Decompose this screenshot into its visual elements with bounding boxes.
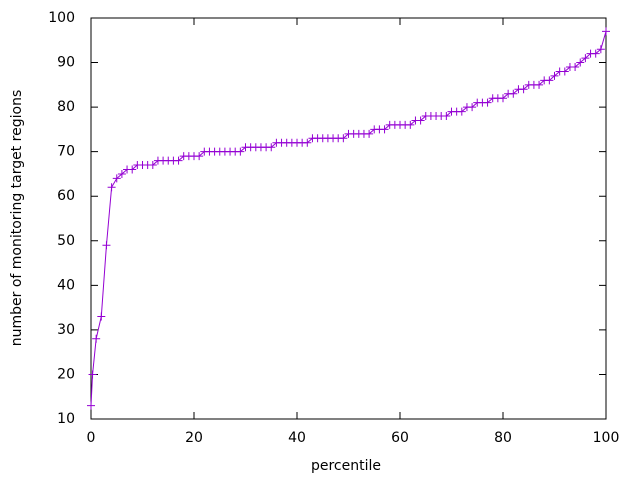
point <box>596 45 605 54</box>
point <box>602 27 610 36</box>
y-tick-label: 20 <box>57 366 75 382</box>
y-tick-label: 50 <box>57 233 75 249</box>
point <box>236 147 245 156</box>
y-tick-label: 30 <box>57 322 75 338</box>
point <box>88 370 97 379</box>
x-tick-label: 60 <box>391 430 409 446</box>
point <box>442 112 451 121</box>
point <box>117 169 126 178</box>
x-tick-label: 40 <box>288 430 306 446</box>
y-tick-label: 60 <box>57 188 75 204</box>
point <box>92 334 101 343</box>
y-axis-label: number of monitoring target regions <box>9 90 25 347</box>
y-tick-label: 100 <box>48 10 75 26</box>
plot-frame <box>90 17 607 420</box>
point <box>380 125 389 134</box>
y-tick-label: 80 <box>57 99 75 115</box>
point <box>457 107 466 116</box>
point <box>576 58 585 67</box>
point <box>174 156 183 165</box>
point <box>267 143 276 152</box>
point <box>468 103 477 112</box>
point <box>591 49 600 58</box>
y-tick-label: 40 <box>57 277 75 293</box>
point <box>499 94 507 103</box>
y-tick-label: 70 <box>57 144 75 160</box>
point <box>581 54 590 63</box>
point <box>365 129 374 138</box>
x-tick-label: 0 <box>87 430 96 446</box>
x-tick-label: 80 <box>494 430 512 446</box>
point <box>339 134 348 143</box>
x-tick-label: 20 <box>185 430 203 446</box>
point <box>519 85 528 94</box>
point <box>571 63 580 72</box>
point <box>509 89 518 98</box>
point <box>545 76 554 85</box>
point <box>550 71 559 80</box>
y-tick-label: 10 <box>57 411 75 427</box>
point <box>148 161 157 170</box>
point <box>107 183 116 192</box>
y-tick-label: 90 <box>57 55 75 71</box>
point <box>102 241 111 250</box>
point <box>406 120 415 129</box>
point <box>416 116 425 125</box>
point <box>128 165 137 174</box>
point <box>87 401 95 410</box>
point <box>97 312 106 321</box>
point <box>303 138 312 147</box>
x-axis-label: percentile <box>311 458 381 474</box>
point <box>483 98 492 107</box>
point <box>112 174 121 183</box>
x-tick-label: 100 <box>593 430 620 446</box>
point <box>195 152 204 161</box>
point <box>560 67 569 76</box>
point <box>535 80 544 89</box>
